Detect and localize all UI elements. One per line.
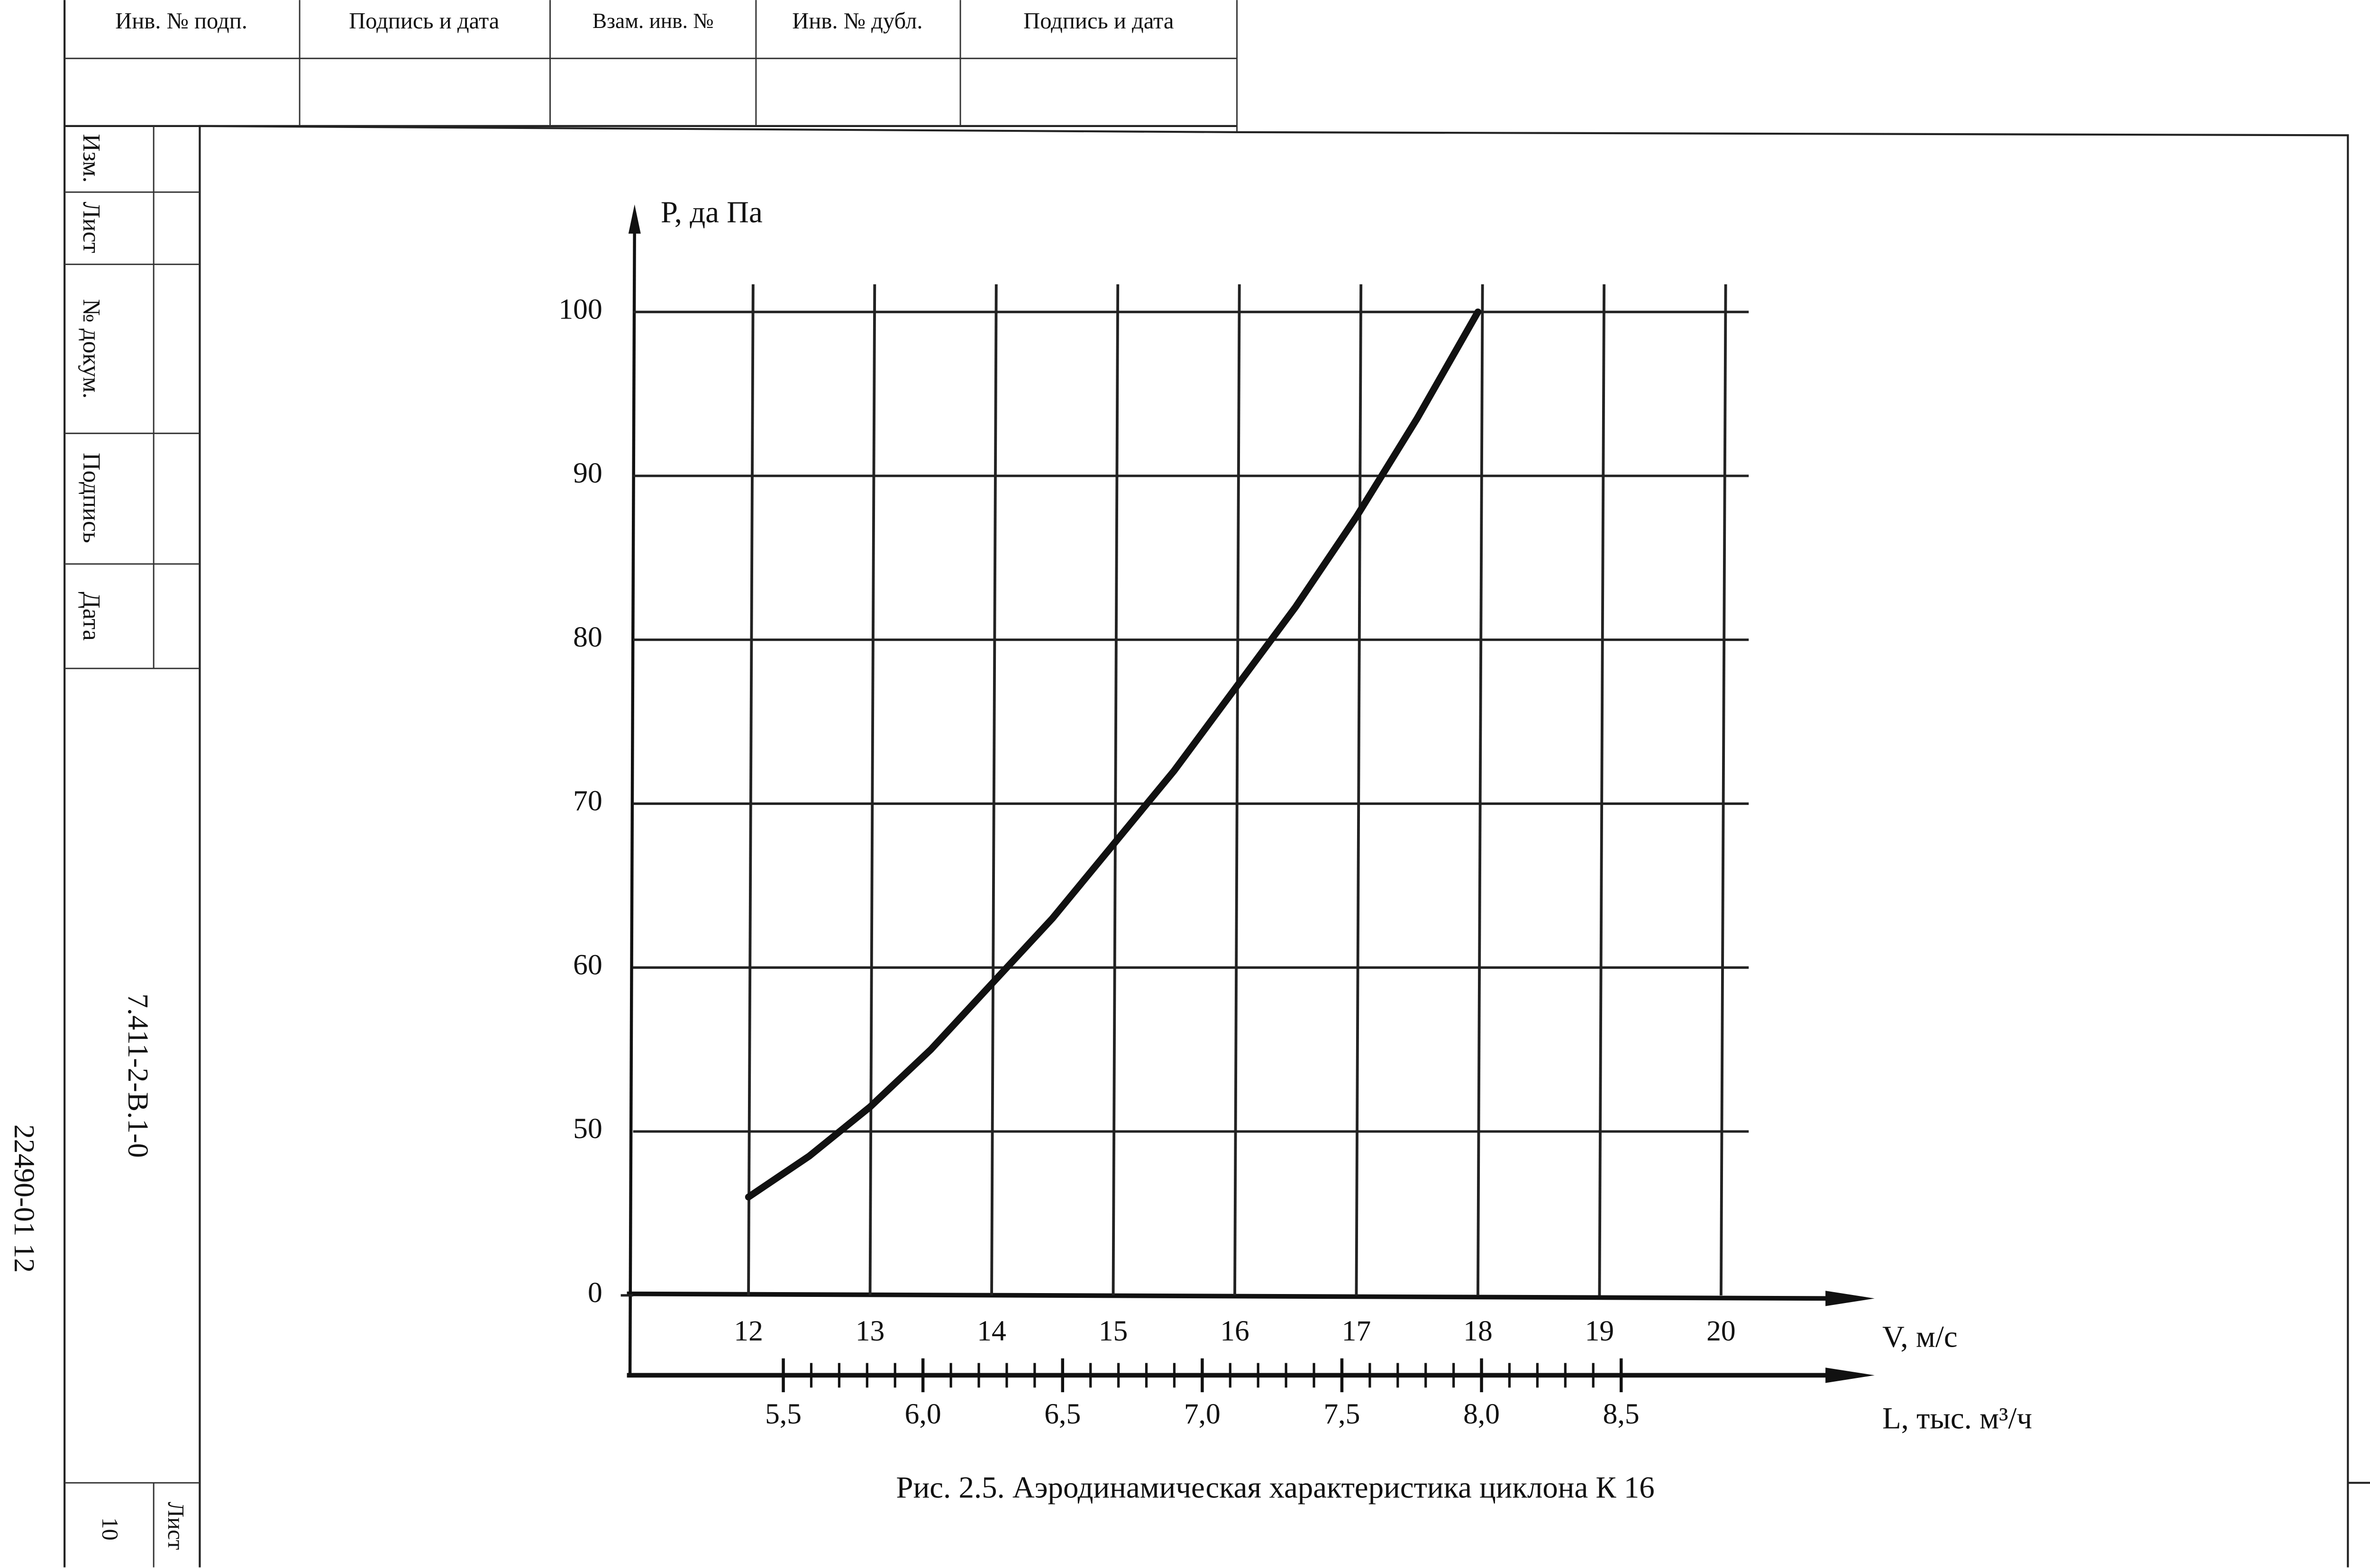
grid-line	[1719, 284, 1727, 1295]
x-tick-label: 15	[1099, 1315, 1128, 1347]
archive-number: 22490-01 12	[8, 1124, 40, 1273]
top-stamp: Инв. № подп. Подпись и дата Взам. инв. №…	[64, 0, 1238, 1568]
x2-axis-label: L, тыс. м³/ч	[1882, 1402, 2032, 1436]
stamp-header: Взам. инв. №	[592, 9, 714, 33]
x-tick-label: 14	[977, 1315, 1006, 1347]
side-header: Подпись	[78, 453, 105, 543]
side-header: Лист	[78, 202, 105, 254]
x-tick-label: 17	[1342, 1315, 1371, 1347]
x-tick-label: 13	[856, 1315, 885, 1347]
stamp-header: Инв. № дубл.	[792, 8, 922, 34]
x2-tick-label: 6,0	[905, 1398, 941, 1430]
x-tick-label: 16	[1220, 1315, 1249, 1347]
y-tick-label: 50	[573, 1112, 602, 1145]
stamp-header: Инв. № подп.	[115, 8, 247, 34]
grid-line	[868, 284, 876, 1295]
figure-caption: Рис. 2.5. Аэродинамическая характеристик…	[896, 1470, 1655, 1504]
y-axis-line	[628, 215, 637, 1376]
sheet-label: Лист	[163, 1502, 189, 1550]
x-axis-line	[627, 1291, 1836, 1301]
x-tick-label: 12	[734, 1315, 763, 1347]
grid-line	[990, 284, 998, 1295]
x2-tick-label: 8,5	[1603, 1398, 1640, 1430]
x-tick-label: 20	[1706, 1315, 1736, 1347]
grid-line	[1598, 284, 1606, 1295]
side-header: Дата	[78, 592, 105, 640]
grid-line	[1112, 284, 1120, 1295]
side-header: Изм.	[78, 134, 105, 182]
x-axis-label: V, м/с	[1882, 1320, 1958, 1354]
stamp-header: Подпись и дата	[1023, 8, 1174, 34]
x2-tick-label: 8,0	[1463, 1398, 1500, 1430]
y-tick-label: 60	[573, 948, 602, 981]
page-number: 11	[2368, 1530, 2370, 1559]
x-tick-label: 19	[1585, 1315, 1614, 1347]
x2-tick-label: 5,5	[765, 1398, 802, 1430]
x2-tick-label: 6,5	[1044, 1398, 1081, 1430]
document-code: 7.411-2-В.1-0	[122, 994, 154, 1158]
x-tick-label: 18	[1463, 1315, 1493, 1347]
left-stamp: Изм. Лист № докум. Подпись Дата 7.411-2-…	[8, 126, 2370, 1568]
y-tick-label: 90	[573, 457, 602, 489]
x2-axis-arrow	[1825, 1367, 1875, 1383]
y-axis-label: P, да Па	[661, 195, 763, 229]
sheet-number: 10	[97, 1517, 123, 1541]
grid-line	[1477, 284, 1484, 1295]
stamp-header: Подпись и дата	[349, 8, 499, 34]
grid-line	[1355, 284, 1363, 1295]
border-line	[199, 125, 2349, 1568]
side-header: № докум.	[78, 299, 105, 399]
grid-line	[747, 284, 755, 1295]
y-tick-label: 100	[558, 293, 602, 325]
data-line	[745, 308, 1482, 1201]
y-axis-arrow	[628, 204, 641, 234]
y-tick-label: 0	[588, 1276, 602, 1309]
main-frame	[199, 125, 2370, 1568]
x2-tick-label: 7,0	[1184, 1398, 1221, 1430]
x-axis-arrow	[1825, 1291, 1875, 1306]
y-tick-label: 70	[573, 785, 602, 817]
y-tick-label: 80	[573, 621, 602, 653]
x2-tick-label: 7,5	[1323, 1398, 1360, 1430]
grid-line	[1233, 284, 1241, 1295]
